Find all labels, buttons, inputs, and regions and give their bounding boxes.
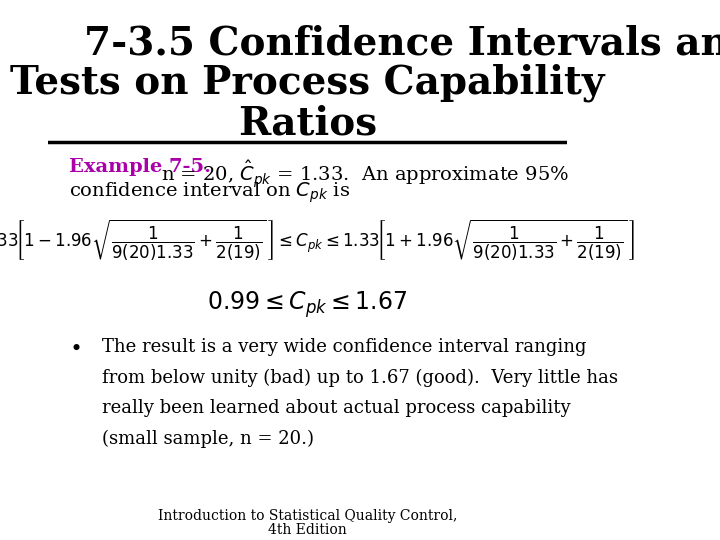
Text: confidence interval on $C_{pk}$ is: confidence interval on $C_{pk}$ is — [68, 181, 350, 205]
Text: from below unity (bad) up to 1.67 (good).  Very little has: from below unity (bad) up to 1.67 (good)… — [102, 368, 618, 387]
Text: $1.33\!\left[1-1.96\sqrt{\dfrac{1}{9(20)1.33}+\dfrac{1}{2(19)}}\,\right]\leq C_{: $1.33\!\left[1-1.96\sqrt{\dfrac{1}{9(20)… — [0, 217, 634, 263]
Text: 4th Edition: 4th Edition — [268, 523, 347, 537]
Text: Example 7-5.: Example 7-5. — [68, 158, 211, 176]
Text: (small sample, n = 20.): (small sample, n = 20.) — [102, 430, 315, 448]
Text: really been learned about actual process capability: really been learned about actual process… — [102, 399, 571, 417]
Text: Ratios: Ratios — [238, 105, 377, 143]
Text: Introduction to Statistical Quality Control,: Introduction to Statistical Quality Cont… — [158, 509, 457, 523]
Text: $0.99\leq C_{pk}\leq 1.67$: $0.99\leq C_{pk}\leq 1.67$ — [207, 289, 408, 320]
Text: Tests on Process Capability: Tests on Process Capability — [10, 63, 605, 102]
Text: The result is a very wide confidence interval ranging: The result is a very wide confidence int… — [102, 338, 587, 356]
Text: 7-3.5 Confidence Intervals and: 7-3.5 Confidence Intervals and — [84, 24, 720, 62]
Text: n = 20, $\hat{C}_{pk}$ = 1.33.  An approximate 95%: n = 20, $\hat{C}_{pk}$ = 1.33. An approx… — [161, 158, 569, 190]
Text: $\bullet$: $\bullet$ — [68, 338, 80, 357]
